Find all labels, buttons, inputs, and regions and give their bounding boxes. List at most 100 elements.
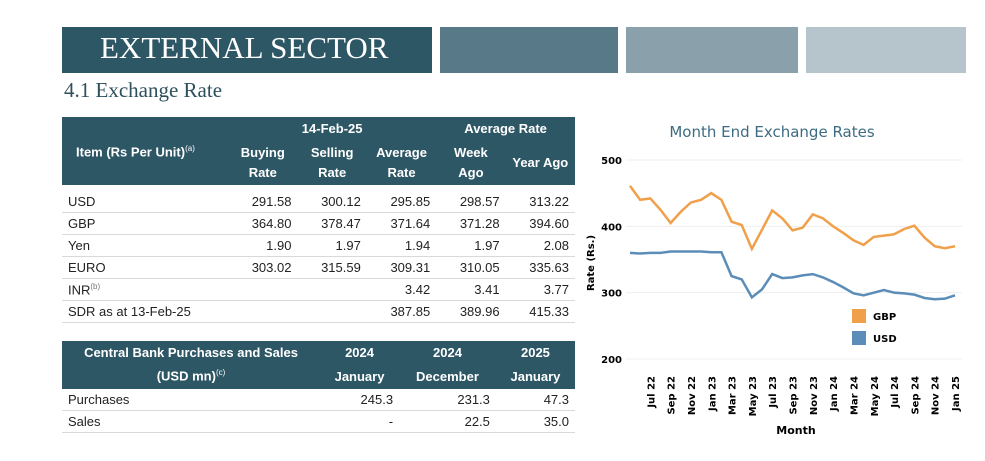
cell: 291.58 bbox=[228, 191, 298, 213]
header-row: January December January bbox=[62, 365, 575, 389]
y-tick-label: 400 bbox=[601, 222, 622, 233]
cell: 371.64 bbox=[366, 212, 437, 235]
label: Yen bbox=[68, 238, 90, 253]
cell: 298.57 bbox=[436, 191, 506, 213]
x-tick-label: Mar 23 bbox=[728, 376, 739, 415]
cell: 1.94 bbox=[366, 234, 437, 257]
header-row: Buying Rate Selling Rate Average Rate Week … bbox=[62, 141, 575, 185]
cell: 313.22 bbox=[505, 191, 575, 213]
label: INR bbox=[68, 282, 91, 298]
cell: 378.47 bbox=[297, 212, 367, 235]
x-tick-label: Sep 23 bbox=[789, 376, 800, 415]
x-tick-label: Jul 24 bbox=[890, 376, 901, 409]
label: GBP bbox=[68, 216, 96, 231]
cell bbox=[228, 300, 298, 323]
header-cell: Average Rate bbox=[436, 117, 575, 141]
x-axis-label: Month bbox=[776, 424, 815, 437]
header-cell: Buying Rate bbox=[228, 141, 298, 185]
header-cell: 2024 bbox=[320, 341, 400, 365]
row-label: USD bbox=[62, 191, 229, 213]
x-tick-label: Jan 24 bbox=[829, 376, 840, 412]
x-tick-label: Jul 22 bbox=[646, 376, 657, 409]
cell: 310.05 bbox=[436, 256, 506, 279]
subtitle: 4.1 Exchange Rate bbox=[64, 78, 223, 102]
header-band bbox=[626, 27, 798, 73]
header-cell: 2024 bbox=[399, 341, 496, 365]
row-label: Yen bbox=[62, 234, 229, 257]
purchase-table: Central Bank Purchases and Sales (USD mn)… bbox=[62, 341, 575, 433]
x-tick-label: Sep 24 bbox=[910, 376, 921, 415]
x-tick-label: May 24 bbox=[870, 376, 881, 416]
row-label: GBP bbox=[62, 212, 229, 235]
row: USD 291.58 300.12 295.85 298.57 313.22 bbox=[62, 191, 575, 213]
legend-label: GBP bbox=[873, 312, 896, 323]
cell: 2.08 bbox=[505, 234, 575, 257]
header-row: Item (Rs Per Unit)(a) 14-Feb-25 Average Ra… bbox=[62, 117, 575, 185]
cell: 3.42 bbox=[366, 278, 437, 301]
header-cell: Year Ago bbox=[505, 141, 575, 185]
row-label: Sales bbox=[62, 410, 320, 433]
line bbox=[628, 185, 956, 252]
legend-swatch bbox=[852, 331, 866, 345]
cell: 3.41 bbox=[436, 278, 506, 301]
header-cell: December bbox=[399, 365, 496, 389]
chart-title: Month End Exchange Rates bbox=[669, 123, 875, 141]
line bbox=[629, 250, 956, 301]
cell: 47.3 bbox=[495, 389, 575, 411]
header-cell: 14-Feb-25 bbox=[228, 117, 437, 141]
header-cell: Selling Rate bbox=[297, 141, 367, 185]
cell: - bbox=[320, 410, 400, 433]
cell: 1.97 bbox=[436, 234, 506, 257]
header-cell: Item (Rs Per Unit)(a) bbox=[62, 117, 229, 185]
row: SDR as at 13-Feb-25 387.85 389.96 415.33 bbox=[62, 300, 575, 323]
header-cell: Week Ago bbox=[436, 141, 506, 185]
cell: 1.97 bbox=[297, 234, 367, 257]
cell bbox=[297, 278, 367, 301]
row: Purchases 245.3 231.3 47.3 bbox=[62, 389, 575, 411]
x-tick-label: Mar 24 bbox=[849, 376, 860, 415]
header-band bbox=[806, 27, 966, 73]
header-cell: January bbox=[495, 365, 575, 389]
cell: 35.0 bbox=[495, 410, 575, 433]
cell: 335.63 bbox=[505, 256, 575, 279]
cell: 371.28 bbox=[436, 212, 506, 235]
cell: 245.3 bbox=[320, 389, 400, 411]
cell: 389.96 bbox=[436, 300, 506, 323]
cell: 387.85 bbox=[366, 300, 437, 323]
legend-swatch bbox=[852, 309, 866, 323]
cell: 231.3 bbox=[399, 389, 496, 411]
header-text: Central Bank Purchases and Sales bbox=[84, 345, 298, 361]
cell: 22.5 bbox=[399, 410, 496, 433]
label: USD bbox=[68, 194, 96, 209]
row: EURO 303.02 315.59 309.31 310.05 335.63 bbox=[62, 256, 575, 279]
cell: 309.31 bbox=[366, 256, 437, 279]
header-cell: Central Bank Purchases and Sales (USD mn)… bbox=[62, 341, 320, 389]
cell: 415.33 bbox=[505, 300, 575, 323]
x-tick-label: Nov 24 bbox=[931, 376, 942, 415]
note: (a) bbox=[185, 144, 195, 154]
header-text: (USD mn) bbox=[156, 368, 216, 384]
header-cell: January bbox=[320, 365, 400, 389]
cell bbox=[297, 300, 367, 323]
cell: 364.80 bbox=[228, 212, 298, 235]
header-row: Central Bank Purchases and Sales (USD mn)… bbox=[62, 341, 575, 389]
label: EURO bbox=[68, 260, 106, 275]
row-label: EURO bbox=[62, 256, 229, 279]
header-text: Item (Rs Per Unit) bbox=[76, 144, 186, 160]
x-tick-label: Jan 23 bbox=[707, 376, 718, 412]
header-cell: 2025 bbox=[495, 341, 575, 365]
note: (b) bbox=[90, 281, 101, 291]
cell bbox=[228, 278, 298, 301]
x-tick-label: Sep 22 bbox=[667, 376, 678, 415]
cell: 1.90 bbox=[228, 234, 298, 257]
x-tick-label: Jan 25 bbox=[951, 376, 962, 412]
cell: 295.85 bbox=[366, 191, 437, 213]
x-tick-label: Jul 23 bbox=[768, 376, 779, 409]
header-band bbox=[62, 27, 432, 73]
y-tick-label: 500 bbox=[601, 156, 622, 167]
y-tick-label: 300 bbox=[601, 289, 622, 300]
x-tick-label: Nov 23 bbox=[809, 376, 820, 415]
row: INR(b) 3.42 3.41 3.77 bbox=[62, 278, 575, 301]
cell: 3.77 bbox=[505, 278, 575, 301]
